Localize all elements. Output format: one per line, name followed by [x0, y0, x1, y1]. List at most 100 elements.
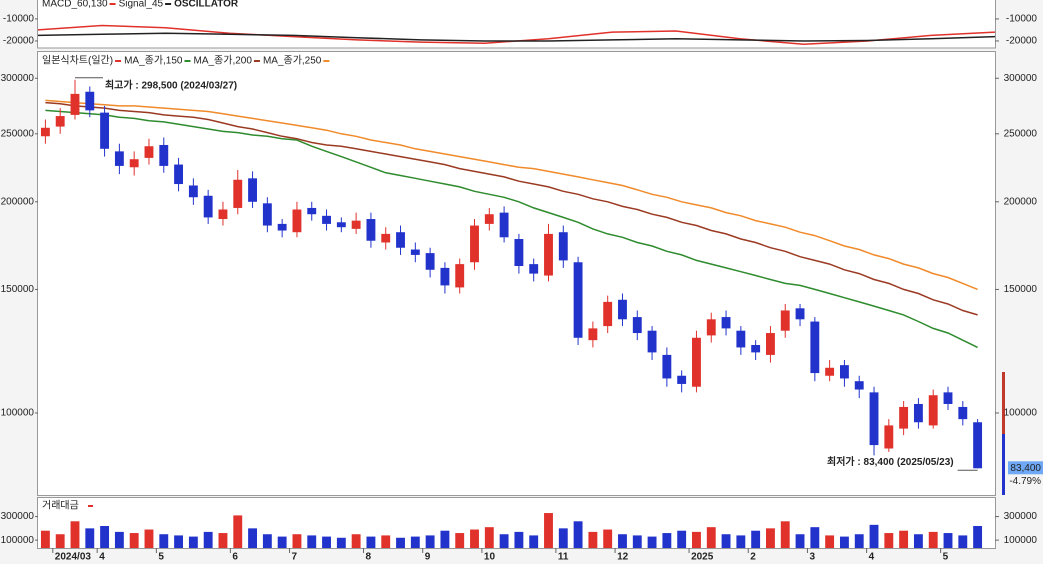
- y-tick-label: 250000: [1004, 128, 1038, 139]
- volume-bar: [248, 528, 257, 548]
- candle-body: [174, 164, 184, 185]
- panel-title: 거래대금: [42, 500, 79, 512]
- candle-body: [736, 330, 746, 348]
- candle-body: [351, 220, 361, 229]
- volume-bar: [292, 534, 302, 548]
- candle-body: [85, 91, 95, 111]
- candle-body: [854, 381, 864, 390]
- y-tick-label-left: 150000: [1, 284, 35, 295]
- candle-body: [677, 375, 687, 384]
- candle-body: [839, 365, 849, 379]
- candle-body: [795, 308, 805, 320]
- volume-bar: [396, 537, 405, 548]
- volume-bar: [677, 530, 687, 548]
- volume-bar: [884, 533, 894, 548]
- legend-label: MA_종가,150: [124, 55, 183, 67]
- range-bar-up: [1002, 372, 1005, 434]
- volume-bar: [277, 536, 287, 548]
- volume-bar: [70, 521, 80, 548]
- candle-body: [55, 116, 65, 127]
- y-tick-label: 300000: [1004, 511, 1038, 522]
- volume-bar: [499, 534, 509, 548]
- volume-bar: [484, 527, 494, 548]
- volume-bar: [366, 536, 376, 548]
- candle-body: [292, 209, 302, 233]
- volume-bar: [85, 528, 95, 548]
- candle-body: [129, 159, 139, 168]
- candle-body: [484, 214, 494, 224]
- candle-body: [869, 392, 879, 446]
- candle-body: [958, 406, 968, 420]
- candle-body: [262, 203, 272, 226]
- candle-body: [943, 392, 953, 404]
- y-tick-label-left: 250000: [1, 128, 35, 139]
- candle-body: [188, 185, 198, 198]
- price-panel: [37, 51, 996, 496]
- volume-bar: [336, 537, 346, 548]
- ma-line: [45, 109, 978, 349]
- candle-body: [470, 225, 479, 263]
- legend-label: 일본식차트(일간): [42, 55, 113, 67]
- y-tick-label: 300000: [1004, 73, 1038, 84]
- volume-bar: [470, 529, 479, 548]
- candle-body: [233, 179, 243, 208]
- y-tick-label: 100000: [1004, 535, 1038, 546]
- candle-body: [70, 93, 80, 115]
- volume-bar: [558, 528, 568, 548]
- volume-bar: [973, 526, 983, 548]
- volume-bar: [943, 533, 953, 548]
- candle-body: [529, 264, 539, 274]
- candle-body: [248, 178, 257, 202]
- candle-body: [396, 232, 405, 248]
- volume-bar: [144, 529, 154, 548]
- volume-bar: [529, 535, 539, 548]
- candle-body: [425, 253, 435, 270]
- volume-bar: [647, 536, 657, 548]
- candle-body: [322, 215, 331, 224]
- volume-bar: [514, 531, 524, 548]
- price-tag-box: [1008, 461, 1043, 475]
- volume-bar: [766, 528, 775, 548]
- x-tick-label: 2025: [691, 552, 714, 563]
- volume-bar: [410, 536, 420, 548]
- candle-body: [825, 367, 835, 376]
- y-tick-label: -10000: [1006, 14, 1038, 25]
- legend-label: MACD_60,130: [42, 0, 108, 10]
- volume-bar: [825, 535, 835, 548]
- x-tick-label: 2: [750, 552, 756, 563]
- candle-body: [721, 317, 731, 329]
- volume-bar: [381, 535, 391, 548]
- candle-body: [647, 330, 657, 353]
- candle-body: [603, 301, 613, 327]
- annotation-high: 최고가 : 298,500 (2024/03/27): [105, 78, 237, 91]
- volume-bar: [573, 521, 583, 548]
- y-tick-label: -20000: [1006, 36, 1038, 47]
- ma-line: [45, 99, 978, 291]
- x-tick-label: 4: [99, 552, 105, 563]
- candle-body: [499, 212, 509, 238]
- y-tick-label-left: 200000: [1, 196, 35, 207]
- candle-body: [884, 425, 894, 449]
- range-bar-down: [1002, 434, 1005, 495]
- candle-body: [100, 112, 110, 149]
- candle-body: [40, 127, 50, 137]
- candle-body: [218, 209, 228, 220]
- candle-body: [514, 239, 524, 266]
- y-tick-label: 150000: [1004, 284, 1038, 295]
- volume-bar: [455, 533, 465, 548]
- volume-bar: [129, 533, 139, 548]
- y-tick-label-left: 100000: [1, 408, 35, 419]
- volume-bar: [588, 531, 598, 548]
- volume-bar: [100, 526, 110, 548]
- x-tick-label: 8: [366, 552, 372, 563]
- volume-bar: [618, 534, 627, 548]
- volume-bar: [751, 530, 761, 548]
- volume-bar: [692, 531, 701, 548]
- legend-label: MA_종가,250: [263, 55, 322, 67]
- volume-bar: [425, 535, 435, 548]
- x-tick-label: 3: [809, 552, 815, 563]
- candle-body: [973, 422, 983, 469]
- volume-bar: [55, 534, 65, 548]
- volume-bar: [780, 521, 790, 548]
- legend-label: Signal_45: [119, 0, 164, 10]
